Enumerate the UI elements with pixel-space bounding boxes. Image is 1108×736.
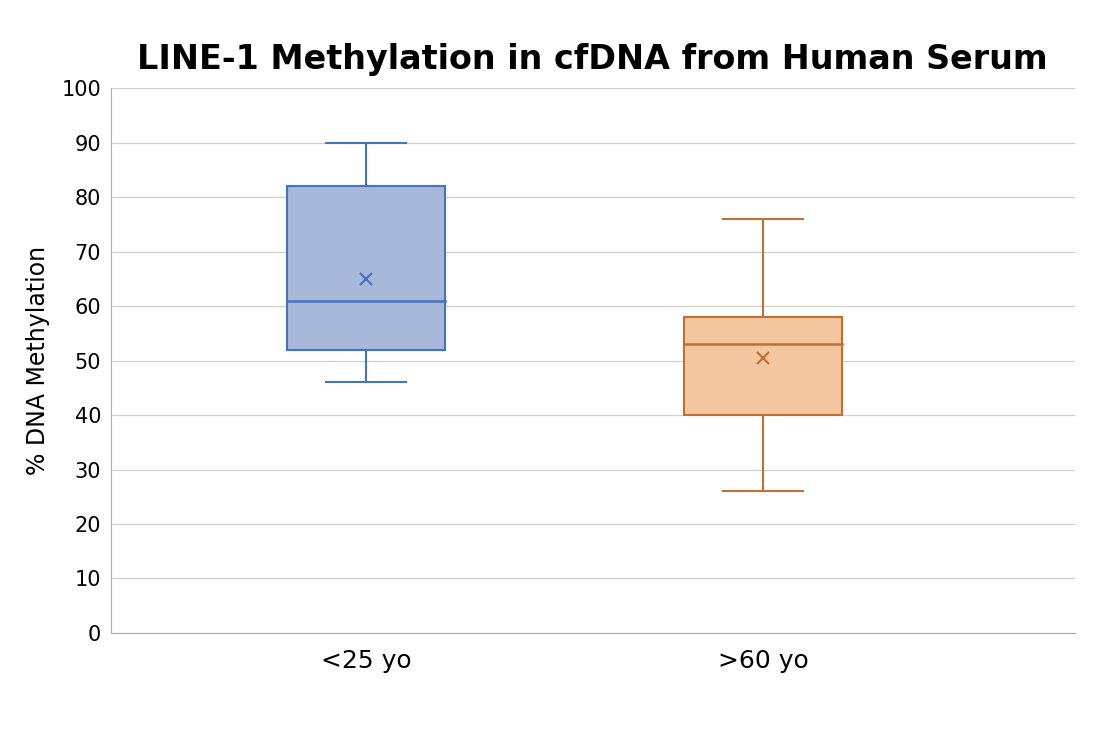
Title: LINE-1 Methylation in cfDNA from Human Serum: LINE-1 Methylation in cfDNA from Human S… [137, 43, 1048, 76]
Bar [684, 317, 842, 415]
Y-axis label: % DNA Methylation: % DNA Methylation [27, 246, 50, 475]
Bar [287, 186, 445, 350]
